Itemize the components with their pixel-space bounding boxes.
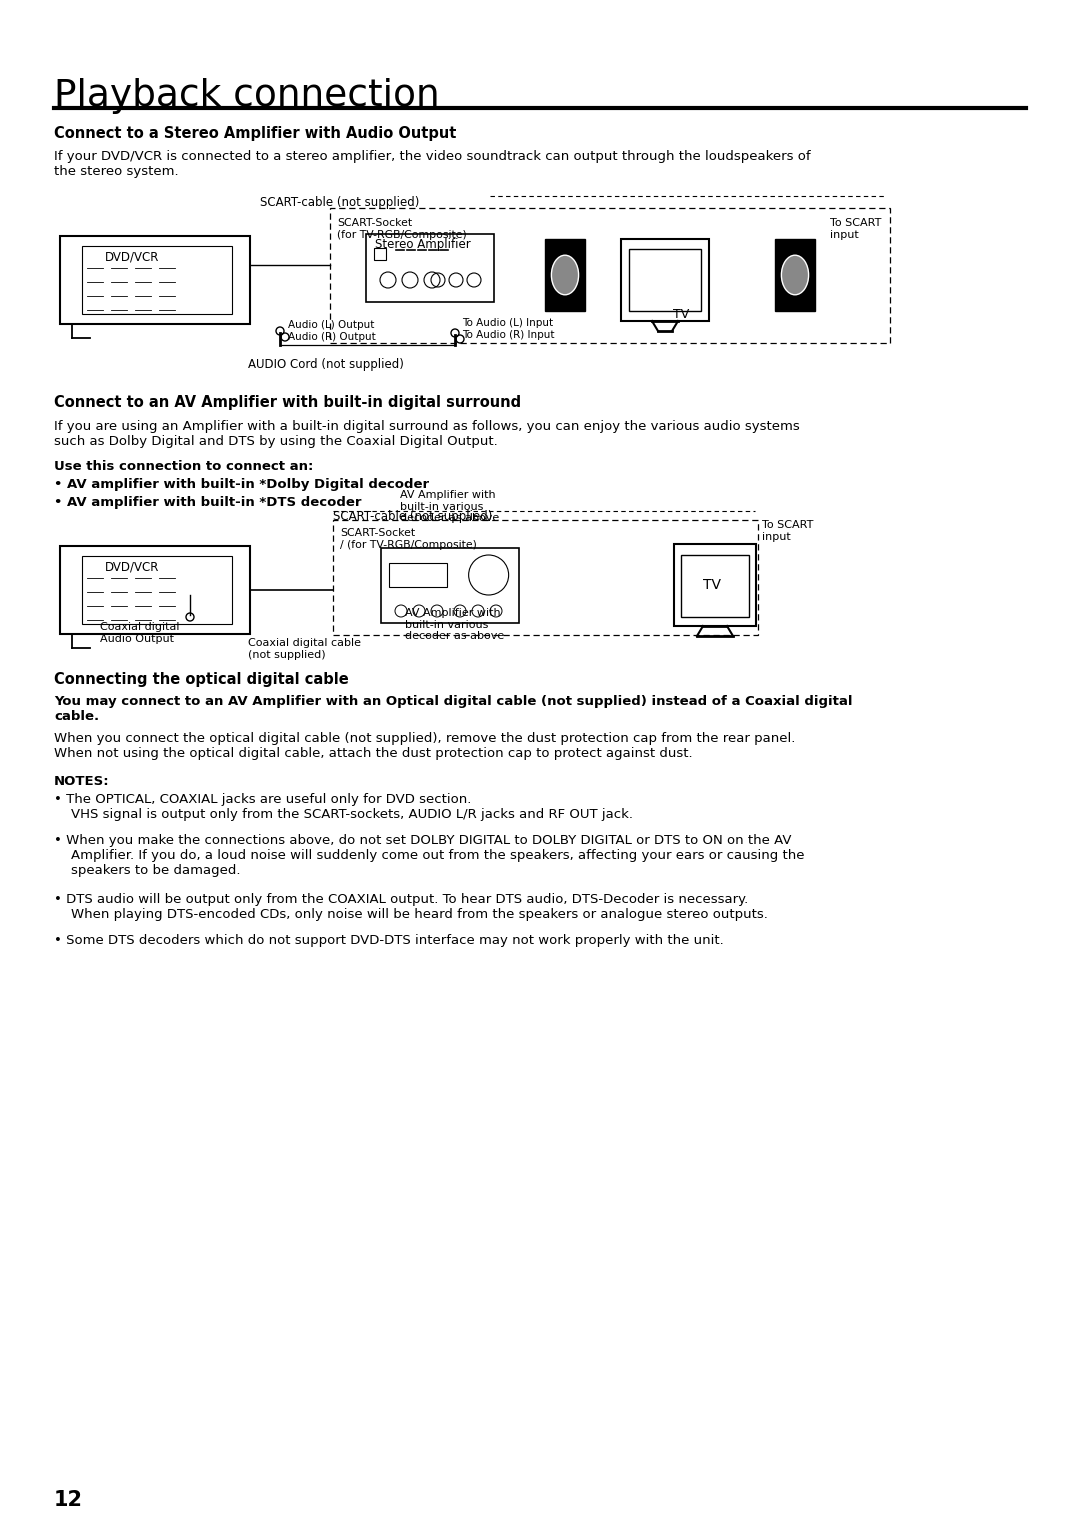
Text: Coaxial digital cable
(not supplied): Coaxial digital cable (not supplied) [248,639,361,660]
Text: TV: TV [703,578,721,591]
Text: Connect to an AV Amplifier with built-in digital surround: Connect to an AV Amplifier with built-in… [54,396,522,410]
Text: You may connect to an AV Amplifier with an Optical digital cable (not supplied) : You may connect to an AV Amplifier with … [54,695,852,723]
Bar [330,208,890,342]
Text: Playback connection: Playback connection [54,78,440,115]
Text: Audio (L) Output
Audio (R) Output: Audio (L) Output Audio (R) Output [288,319,376,342]
Text: Stereo Amplifier: Stereo Amplifier [375,238,471,251]
Text: SCART-Socket
(for TV-RGB/Composite): SCART-Socket (for TV-RGB/Composite) [337,219,467,240]
Bar [60,235,249,324]
Bar [621,238,708,321]
Text: Connect to a Stereo Amplifier with Audio Output: Connect to a Stereo Amplifier with Audio… [54,125,457,141]
Bar [82,246,232,313]
Text: Connecting the optical digital cable: Connecting the optical digital cable [54,672,349,688]
Text: DVD/VCR: DVD/VCR [105,251,160,263]
Text: AV Amplifier with
built-in various
decoder as above: AV Amplifier with built-in various decod… [400,490,499,523]
Bar [674,544,756,626]
Bar [82,556,232,623]
Text: Coaxial digital
Audio Output: Coaxial digital Audio Output [100,622,179,643]
Bar [629,249,701,312]
Text: • When you make the connections above, do not set DOLBY DIGITAL to DOLBY DIGITAL: • When you make the connections above, d… [54,834,805,877]
Text: If your DVD/VCR is connected to a stereo amplifier, the video soundtrack can out: If your DVD/VCR is connected to a stereo… [54,150,811,177]
Text: • The OPTICAL, COAXIAL jacks are useful only for DVD section.
    VHS signal is : • The OPTICAL, COAXIAL jacks are useful … [54,793,633,821]
Text: AUDIO Cord (not supplied): AUDIO Cord (not supplied) [248,358,404,371]
Text: Use this connection to connect an:: Use this connection to connect an: [54,460,313,474]
Ellipse shape [782,255,809,295]
Text: • DTS audio will be output only from the COAXIAL output. To hear DTS audio, DTS-: • DTS audio will be output only from the… [54,892,768,921]
Bar [366,234,494,303]
Bar [681,555,750,617]
Text: To Audio (L) Input
To Audio (R) Input: To Audio (L) Input To Audio (R) Input [462,318,554,339]
Text: To SCART
input: To SCART input [831,219,881,240]
Bar [381,547,519,622]
Bar [60,545,249,634]
Text: DVD/VCR: DVD/VCR [105,559,160,573]
Text: TV: TV [673,309,689,321]
Text: • AV amplifier with built-in *DTS decoder: • AV amplifier with built-in *DTS decode… [54,497,362,509]
Text: AV Amplifier with
built-in various
decoder as above: AV Amplifier with built-in various decod… [405,608,504,642]
Text: SCART-cable (not supplied): SCART-cable (not supplied) [260,196,419,209]
Bar [545,238,585,312]
Text: If you are using an Amplifier with a built-in digital surround as follows, you c: If you are using an Amplifier with a bui… [54,420,800,448]
Bar [333,520,758,636]
Text: To SCART
input: To SCART input [762,520,813,541]
Text: When you connect the optical digital cable (not supplied), remove the dust prote: When you connect the optical digital cab… [54,732,795,759]
Text: • Some DTS decoders which do not support DVD-DTS interface may not work properly: • Some DTS decoders which do not support… [54,934,724,947]
Text: SCART-Socket
/ (for TV-RGB/Composite): SCART-Socket / (for TV-RGB/Composite) [340,529,477,550]
Bar [775,238,815,312]
Text: SCART-cable (not supplied): SCART-cable (not supplied) [333,510,492,523]
Bar [389,562,447,587]
Text: NOTES:: NOTES: [54,775,110,788]
Ellipse shape [552,255,579,295]
Bar [374,248,386,260]
Text: • AV amplifier with built-in *Dolby Digital decoder: • AV amplifier with built-in *Dolby Digi… [54,478,429,490]
Text: 12: 12 [54,1490,83,1510]
